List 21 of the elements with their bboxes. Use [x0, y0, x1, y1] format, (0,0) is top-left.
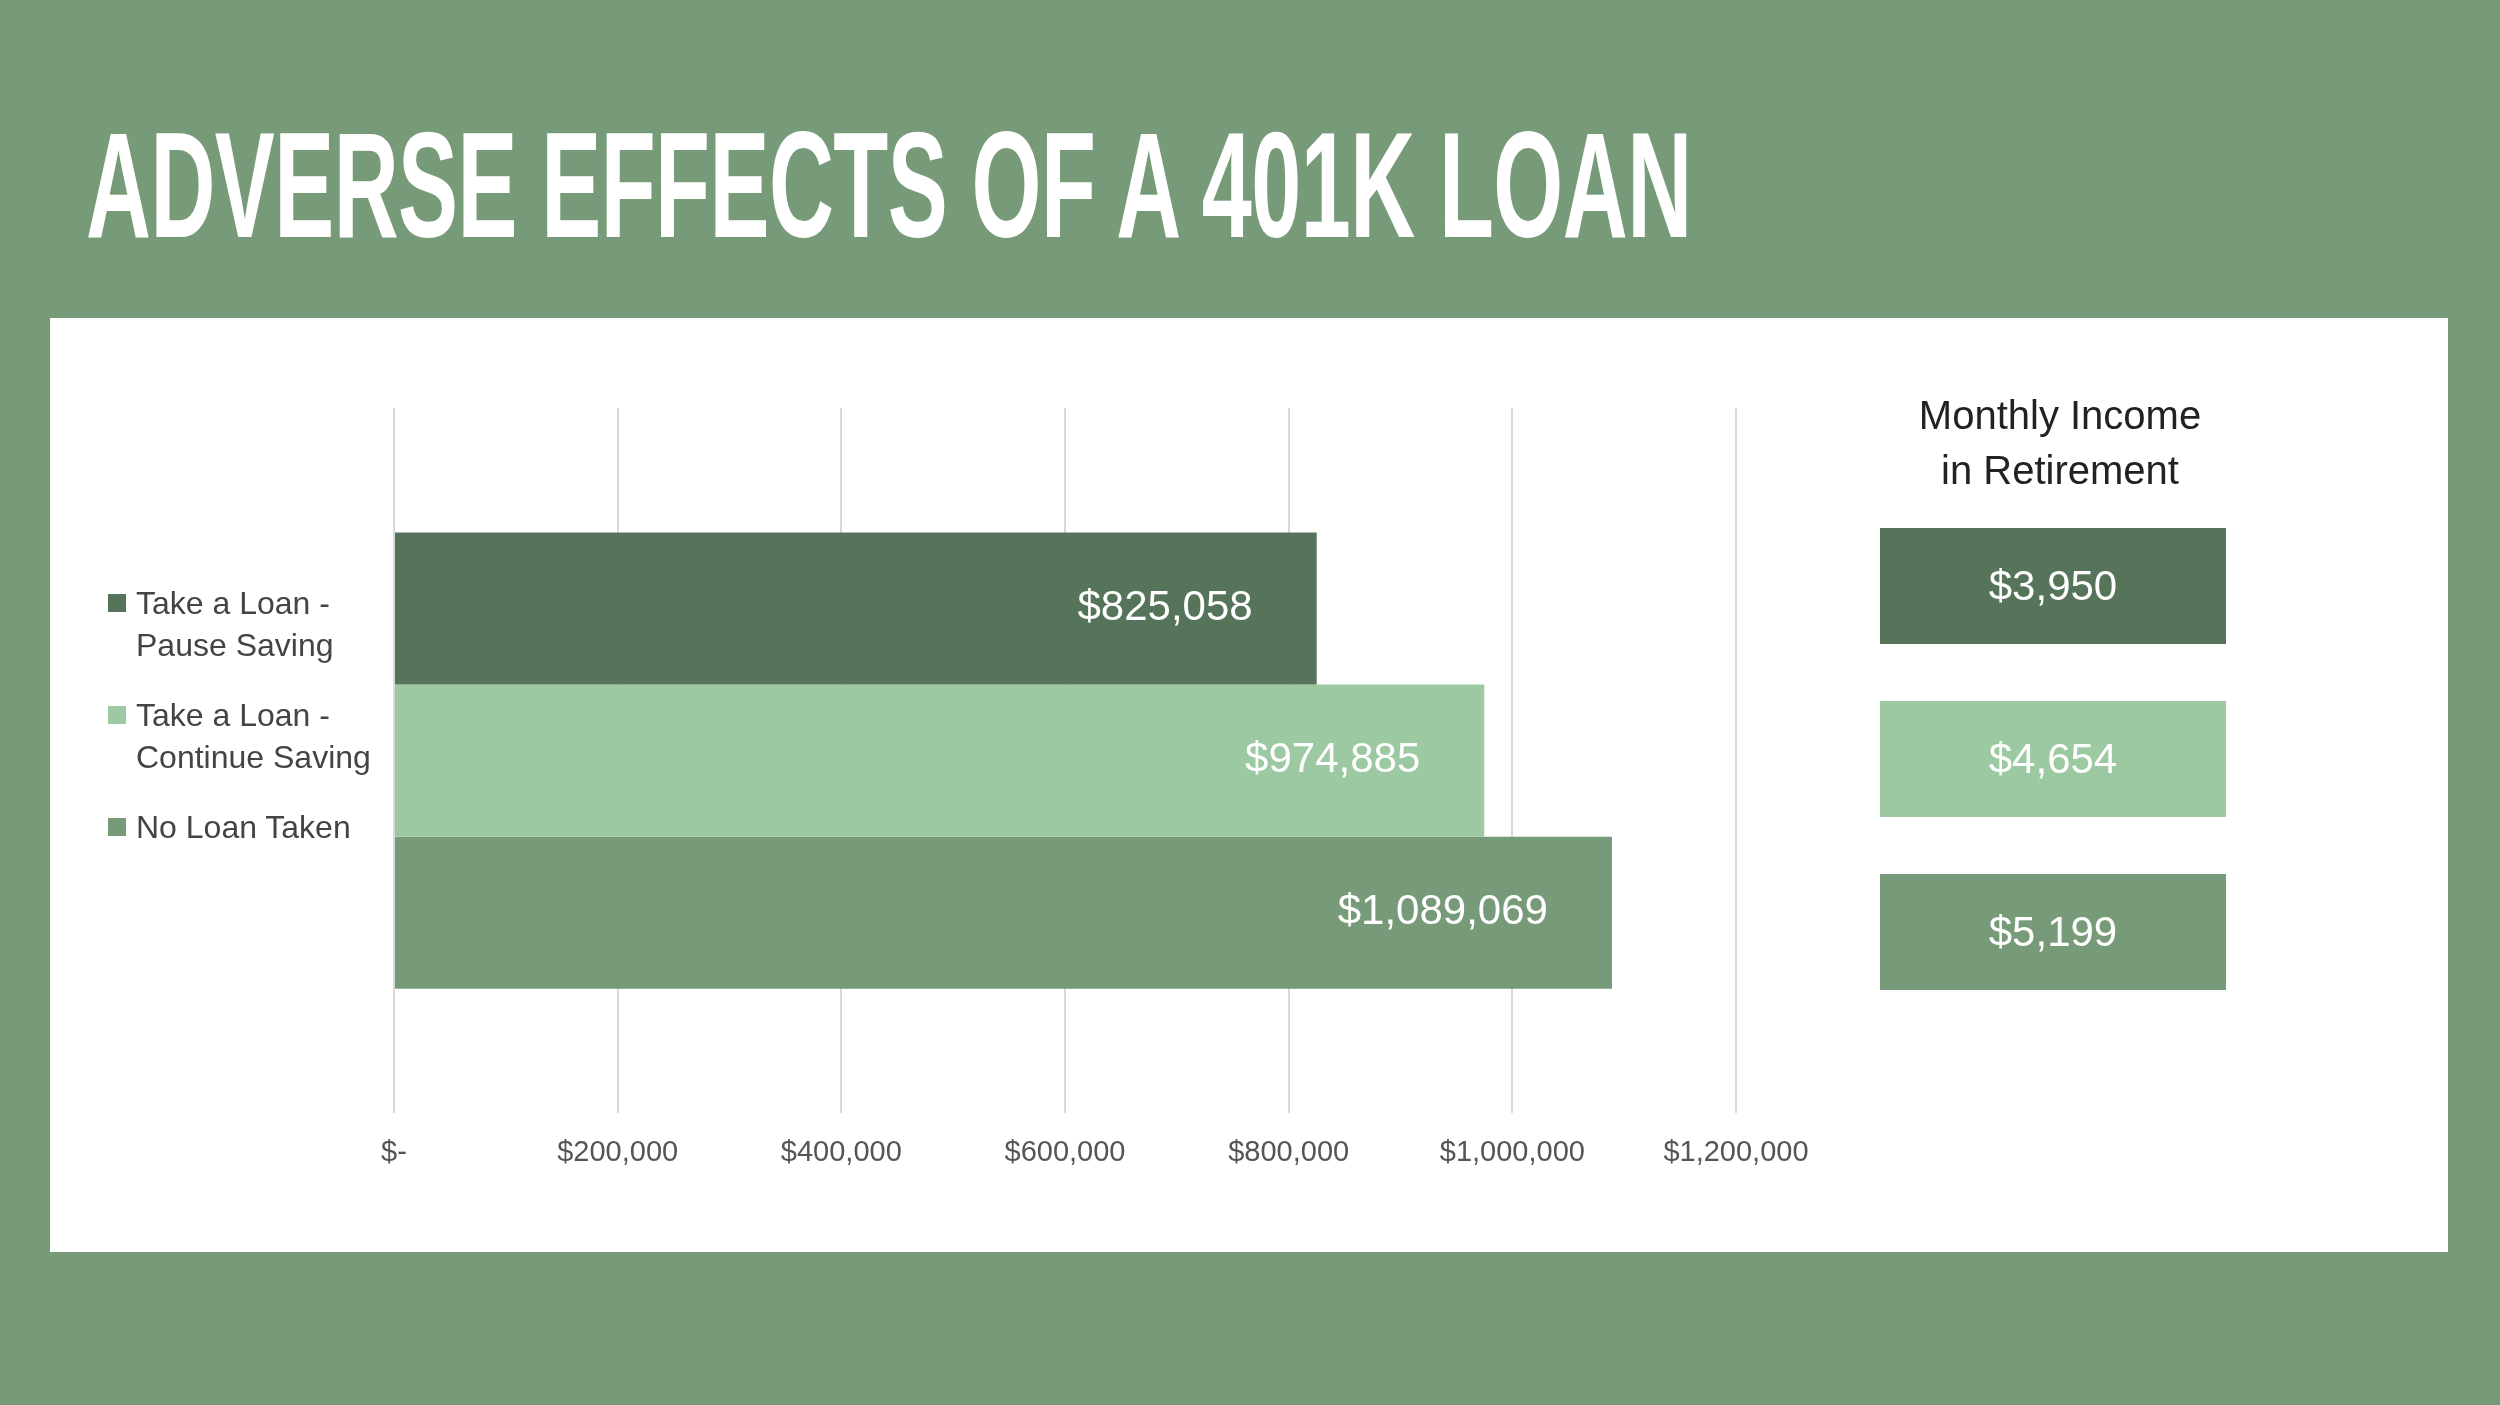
value-card: $5,199	[1880, 874, 2226, 990]
data-label: $974,885	[1245, 734, 1421, 782]
data-label: $825,058	[1077, 582, 1253, 630]
x-tick-label: $-	[381, 1134, 407, 1167]
x-tick-label: $1,000,000	[1439, 1134, 1585, 1167]
legend-label: Take a Loan - Pause Saving	[136, 584, 335, 665]
data-label: $1,089,069	[1337, 886, 1548, 934]
value-card: $3,950	[1880, 528, 2226, 644]
legend-label: No Loan Taken	[136, 808, 351, 847]
chart-title: ADVERSE EFFECTS OF A 401K LOAN	[86, 101, 1692, 269]
text: Monthly Income in Retirement	[1917, 392, 2203, 494]
bar	[395, 836, 1612, 989]
x-tick-label: $1,200,000	[1663, 1134, 1809, 1167]
legend-label: Take a Loan - Continue Saving	[136, 696, 372, 777]
x-tick-label: $200,000	[557, 1134, 679, 1167]
value-card: $4,654	[1880, 701, 2226, 817]
x-tick-label: $800,000	[1228, 1134, 1350, 1167]
bar	[395, 532, 1317, 685]
x-tick-label: $400,000	[780, 1134, 902, 1167]
x-tick-label: $600,000	[1004, 1134, 1126, 1167]
bar	[395, 684, 1485, 837]
